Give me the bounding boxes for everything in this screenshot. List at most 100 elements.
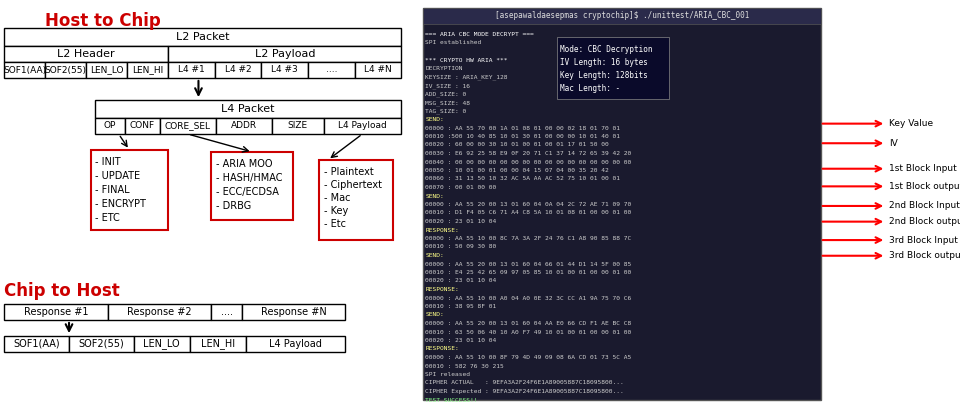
- Text: - ENCRYPT: - ENCRYPT: [95, 199, 146, 209]
- Text: KEYSIZE : ARIA_KEY_128: KEYSIZE : ARIA_KEY_128: [425, 75, 508, 80]
- Text: 2nd Block Input: 2nd Block Input: [889, 202, 960, 211]
- Text: 00020 : 23 01 10 04: 00020 : 23 01 10 04: [425, 219, 496, 224]
- Text: LEN_LO: LEN_LO: [90, 66, 124, 75]
- FancyBboxPatch shape: [90, 150, 168, 230]
- Text: Chip to Host: Chip to Host: [4, 282, 120, 300]
- Text: Response #N: Response #N: [260, 307, 326, 317]
- FancyBboxPatch shape: [69, 336, 133, 352]
- Text: SPI established: SPI established: [425, 40, 482, 46]
- Text: L4 Payload: L4 Payload: [338, 122, 387, 131]
- Text: ADD_SIZE: 0: ADD_SIZE: 0: [425, 91, 467, 97]
- FancyBboxPatch shape: [45, 62, 86, 78]
- Text: Response #1: Response #1: [24, 307, 88, 317]
- Text: RESPONSE:: RESPONSE:: [425, 228, 459, 233]
- Text: 00010 : D1 F4 05 C6 71 A4 C8 5A 10 01 08 01 00 00 01 00: 00010 : D1 F4 05 C6 71 A4 C8 5A 10 01 08…: [425, 211, 632, 215]
- FancyBboxPatch shape: [95, 118, 125, 134]
- Text: 00010 :500 10 40 85 10 01 30 01 00 00 00 10 01 40 01: 00010 :500 10 40 85 10 01 30 01 00 00 00…: [425, 134, 620, 139]
- Text: - DRBG: - DRBG: [216, 201, 251, 211]
- Text: - Key: - Key: [324, 206, 348, 216]
- Text: - ETC: - ETC: [95, 213, 120, 223]
- Text: Mac Length: -: Mac Length: -: [560, 84, 620, 93]
- FancyBboxPatch shape: [168, 46, 401, 62]
- FancyBboxPatch shape: [557, 37, 669, 99]
- Text: 00010 : 63 50 06 40 10 A0 F7 49 10 01 00 01 00 00 01 00: 00010 : 63 50 06 40 10 A0 F7 49 10 01 00…: [425, 330, 632, 335]
- Text: 00000 : AA 55 20 00 13 01 60 04 0A 04 2C 72 AE 71 09 70: 00000 : AA 55 20 00 13 01 60 04 0A 04 2C…: [425, 202, 632, 207]
- Text: DECRYPTION: DECRYPTION: [425, 66, 463, 71]
- Text: - Mac: - Mac: [324, 193, 350, 203]
- Text: RESPONSE:: RESPONSE:: [425, 346, 459, 352]
- Text: CIPHER Expected : 9EFA3A2F24F6E1A89005887C18095800...: CIPHER Expected : 9EFA3A2F24F6E1A8900588…: [425, 389, 624, 394]
- FancyBboxPatch shape: [354, 62, 401, 78]
- Text: - HASH/HMAC: - HASH/HMAC: [216, 173, 282, 183]
- Text: 00020 : 60 00 00 30 10 01 00 01 00 01 17 01 50 00: 00020 : 60 00 00 30 10 01 00 01 00 01 17…: [425, 142, 610, 148]
- FancyBboxPatch shape: [422, 8, 822, 24]
- Text: 00020 : 23 01 10 04: 00020 : 23 01 10 04: [425, 279, 496, 284]
- Text: SPI released: SPI released: [425, 372, 470, 377]
- FancyBboxPatch shape: [4, 304, 108, 320]
- FancyBboxPatch shape: [246, 336, 346, 352]
- FancyBboxPatch shape: [190, 336, 246, 352]
- Text: L4 #1: L4 #1: [179, 66, 204, 75]
- Text: L4 #N: L4 #N: [364, 66, 392, 75]
- Text: CONF: CONF: [130, 122, 155, 131]
- Text: LEN_HI: LEN_HI: [201, 339, 235, 350]
- Text: 00000 : AA 55 10 00 A0 04 A0 0E 32 3C CC A1 9A 75 70 C6: 00000 : AA 55 10 00 A0 04 A0 0E 32 3C CC…: [425, 295, 632, 301]
- FancyBboxPatch shape: [308, 62, 354, 78]
- Text: 00060 : 31 13 50 10 32 AC 5A AA AC 52 75 10 01 00 01: 00060 : 31 13 50 10 32 AC 5A AA AC 52 75…: [425, 177, 620, 182]
- Text: - Ciphertext: - Ciphertext: [324, 180, 381, 190]
- Text: SOF2(55): SOF2(55): [45, 66, 86, 75]
- FancyBboxPatch shape: [86, 62, 128, 78]
- Text: LEN_HI: LEN_HI: [132, 66, 163, 75]
- FancyBboxPatch shape: [4, 46, 168, 62]
- Text: - ECC/ECDSA: - ECC/ECDSA: [216, 187, 278, 197]
- Text: - FINAL: - FINAL: [95, 185, 130, 195]
- Text: 00030 : E6 92 25 58 E9 0F 20 71 C1 37 14 72 65 39 42 20: 00030 : E6 92 25 58 E9 0F 20 71 C1 37 14…: [425, 151, 632, 156]
- Text: CIPHER ACTUAL   : 9EFA3A2F24F6E1A89005887C18095800...: CIPHER ACTUAL : 9EFA3A2F24F6E1A89005887C…: [425, 381, 624, 386]
- Text: SEND:: SEND:: [425, 313, 444, 317]
- Text: L2 Payload: L2 Payload: [254, 49, 315, 59]
- Text: 00000 : AA 55 20 00 13 01 60 04 AA E0 66 CD F1 AE BC C8: 00000 : AA 55 20 00 13 01 60 04 AA E0 66…: [425, 321, 632, 326]
- Text: ....: ....: [325, 66, 337, 75]
- FancyBboxPatch shape: [125, 118, 159, 134]
- FancyBboxPatch shape: [168, 62, 215, 78]
- Text: SIZE: SIZE: [288, 122, 308, 131]
- Text: SEND:: SEND:: [425, 193, 444, 199]
- Text: [asepawaldaesepmas cryptochip]$ ./unittest/ARIA_CBC_001: [asepawaldaesepmas cryptochip]$ ./unitte…: [495, 11, 750, 20]
- Text: L2 Header: L2 Header: [58, 49, 115, 59]
- Text: Host to Chip: Host to Chip: [45, 12, 160, 30]
- FancyBboxPatch shape: [272, 118, 324, 134]
- Text: Key Value: Key Value: [889, 119, 933, 128]
- Text: SOF1(AA): SOF1(AA): [3, 66, 46, 75]
- Text: - UPDATE: - UPDATE: [95, 171, 140, 181]
- FancyBboxPatch shape: [133, 336, 190, 352]
- Text: TAG_SIZE: 0: TAG_SIZE: 0: [425, 109, 467, 114]
- Text: L4 Packet: L4 Packet: [222, 104, 275, 114]
- FancyBboxPatch shape: [95, 100, 401, 118]
- Text: ....: ....: [221, 307, 232, 317]
- Text: *** CRYPTO HW ARIA ***: *** CRYPTO HW ARIA ***: [425, 58, 508, 62]
- Text: IV: IV: [889, 139, 898, 148]
- Text: OP: OP: [104, 122, 116, 131]
- Text: MSG_SIZE: 48: MSG_SIZE: 48: [425, 100, 470, 106]
- Text: SEND:: SEND:: [425, 253, 444, 258]
- Text: 1st Block output: 1st Block output: [889, 182, 960, 191]
- Text: 2nd Block output: 2nd Block output: [889, 217, 960, 226]
- Text: RESPONSE:: RESPONSE:: [425, 287, 459, 292]
- Text: 00050 : 10 01 00 01 00 00 04 15 07 04 00 35 20 42: 00050 : 10 01 00 01 00 00 04 15 07 04 00…: [425, 168, 610, 173]
- Text: 00000 : AA 55 10 00 8C 7A 3A 2F 24 76 C1 A8 90 85 88 7C: 00000 : AA 55 10 00 8C 7A 3A 2F 24 76 C1…: [425, 236, 632, 241]
- Text: 00020 : 23 01 10 04: 00020 : 23 01 10 04: [425, 338, 496, 343]
- Text: 3rd Block Input: 3rd Block Input: [889, 235, 958, 244]
- FancyBboxPatch shape: [320, 160, 393, 240]
- FancyBboxPatch shape: [211, 304, 242, 320]
- FancyBboxPatch shape: [128, 62, 168, 78]
- Text: 1st Block Input: 1st Block Input: [889, 164, 956, 173]
- Text: IV Length: 16 bytes: IV Length: 16 bytes: [560, 58, 648, 67]
- Text: Mode: CBC Decryption: Mode: CBC Decryption: [560, 45, 653, 54]
- FancyBboxPatch shape: [242, 304, 346, 320]
- Text: 00000 : AA 55 70 00 1A 01 08 01 00 00 02 18 01 70 01: 00000 : AA 55 70 00 1A 01 08 01 00 00 02…: [425, 126, 620, 131]
- FancyBboxPatch shape: [159, 118, 216, 134]
- FancyBboxPatch shape: [215, 62, 261, 78]
- Text: L4 #2: L4 #2: [225, 66, 252, 75]
- Text: 00000 : AA 55 20 00 13 01 60 04 66 01 44 D1 14 5F 00 85: 00000 : AA 55 20 00 13 01 60 04 66 01 44…: [425, 262, 632, 266]
- Text: 00070 : 00 01 00 00: 00070 : 00 01 00 00: [425, 185, 496, 190]
